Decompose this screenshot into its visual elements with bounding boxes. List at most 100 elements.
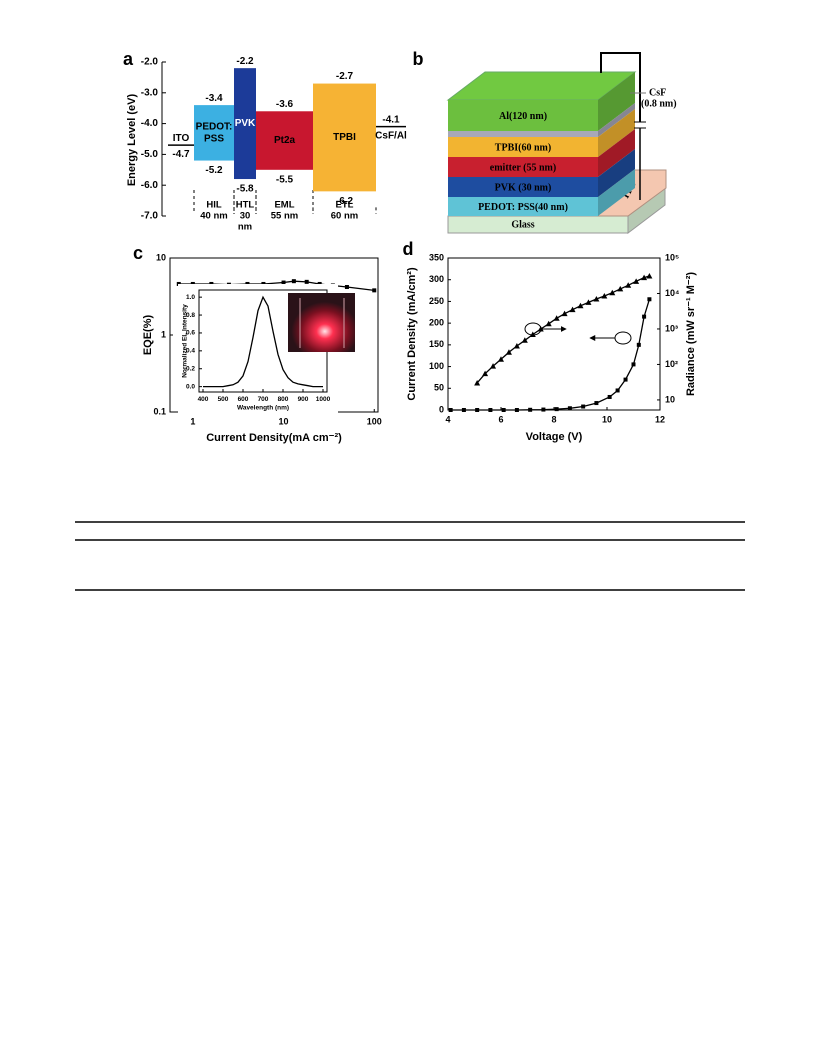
data-point — [647, 297, 652, 302]
x-tick-label: 4 — [445, 414, 450, 424]
photo — [288, 293, 355, 352]
data-point — [528, 407, 533, 412]
data-point — [642, 314, 647, 319]
layer-label: emitter (55 nm) — [490, 162, 556, 173]
y-tick-label: -4.0 — [141, 118, 159, 129]
layer-label: PEDOT: PSS(40 nm) — [478, 202, 568, 213]
y-tick-label: -2.0 — [141, 57, 159, 68]
data-line — [450, 299, 651, 411]
layer-role: ETL — [336, 200, 354, 211]
lumo-label: -3.6 — [276, 99, 294, 110]
panel-label: c — [133, 243, 143, 263]
y-tick-label: 0.6 — [186, 330, 195, 337]
data-point — [304, 279, 309, 284]
layer-role: 55 nm — [271, 211, 298, 222]
y-tick-label: -7.0 — [141, 211, 159, 222]
data-point — [615, 388, 620, 393]
y2-tick-label: 10² — [665, 359, 678, 369]
stack-layer-side — [598, 109, 635, 157]
y-tick-label: 1.0 — [186, 294, 195, 301]
data-point — [344, 285, 349, 290]
layer-name: PVK — [235, 118, 256, 129]
data-point — [594, 401, 599, 406]
data-point — [593, 295, 600, 302]
layer-name: Pt2a — [274, 135, 296, 146]
homo-label: -5.5 — [276, 174, 294, 185]
annotation-ellipse — [614, 331, 632, 345]
y-axis-label: Normalized EL Intensity — [182, 304, 189, 378]
data-point — [488, 408, 493, 412]
data-point — [521, 337, 528, 343]
csf-layer — [448, 131, 598, 137]
data-point — [490, 363, 497, 369]
x-tick-label: 100 — [367, 416, 382, 426]
layer-name: PSS — [204, 133, 224, 144]
stack-layer-side — [598, 169, 635, 216]
electrode-level-label: -4.1 — [382, 114, 400, 125]
y2-tick-label: 10⁵ — [665, 252, 679, 262]
electrode-name: CsF/Al — [375, 130, 407, 141]
y-tick-label: 0.0 — [186, 383, 195, 390]
data-line — [203, 295, 323, 388]
csf-label: CsF — [649, 87, 666, 98]
data-point — [601, 292, 608, 299]
data-point — [501, 408, 506, 412]
data-point — [541, 407, 546, 412]
csf-label: (0.8 nm) — [641, 98, 677, 109]
data-point — [569, 306, 576, 313]
data-point — [631, 362, 636, 367]
stack-layer — [448, 157, 598, 177]
y-tick-label: 10 — [156, 252, 166, 262]
wire — [600, 52, 641, 122]
y2-tick-label: 10⁴ — [665, 288, 679, 298]
stack-layer — [448, 137, 598, 157]
device-photo — [288, 293, 355, 352]
data-point — [261, 281, 266, 286]
csf-layer-side — [598, 103, 635, 137]
data-point — [581, 404, 586, 409]
y-tick-label: 0 — [439, 404, 444, 414]
data-point — [646, 273, 653, 279]
y-axis-label: Current Density (mA/cm²) — [406, 267, 418, 401]
data-point — [474, 379, 481, 386]
data-point — [513, 343, 520, 349]
y-tick-label: 0.2 — [186, 365, 195, 372]
stack-layer — [448, 197, 598, 216]
y2-axis-label: Radiance (mW sr⁻¹ M⁻²) — [685, 272, 697, 396]
layer-role: nm — [238, 222, 252, 233]
data-point — [609, 289, 616, 296]
electrode-name: ITO — [173, 133, 190, 144]
data-point — [448, 408, 453, 412]
data-point — [625, 282, 632, 288]
x-axis-label: Wavelength (nm) — [237, 405, 289, 412]
x-tick-label: 6 — [498, 414, 503, 424]
layer-role: EML — [274, 200, 294, 211]
x-tick-label: 400 — [198, 396, 209, 403]
stack-layer-side — [598, 149, 635, 197]
data-point — [176, 281, 181, 286]
homo-label: -6.2 — [336, 196, 354, 207]
data-point — [505, 349, 512, 355]
data-point — [537, 325, 544, 332]
data-point — [245, 281, 250, 286]
y-tick-label: 250 — [429, 296, 444, 306]
layer-name: TPBI — [333, 132, 356, 143]
x-tick-label: 12 — [655, 414, 665, 424]
layer-name: PEDOT: — [196, 121, 233, 132]
stack-layer-side — [598, 129, 635, 177]
y-tick-label: 0.4 — [186, 348, 195, 355]
stack-layer — [448, 177, 598, 197]
data-point — [641, 274, 648, 281]
y-tick-label: -6.0 — [141, 180, 159, 191]
y-axis-label: Energy Level (eV) — [126, 94, 138, 187]
layer-label: TPBI(60 nm) — [495, 142, 551, 153]
y-tick-label: 150 — [429, 339, 444, 349]
data-point — [514, 408, 519, 412]
x-tick-label: 600 — [238, 396, 249, 403]
data-point — [585, 299, 592, 305]
layer-label: Al(120 nm) — [499, 111, 547, 122]
y-tick-label: 100 — [429, 361, 444, 371]
layer-label: PVK (30 nm) — [495, 182, 552, 193]
